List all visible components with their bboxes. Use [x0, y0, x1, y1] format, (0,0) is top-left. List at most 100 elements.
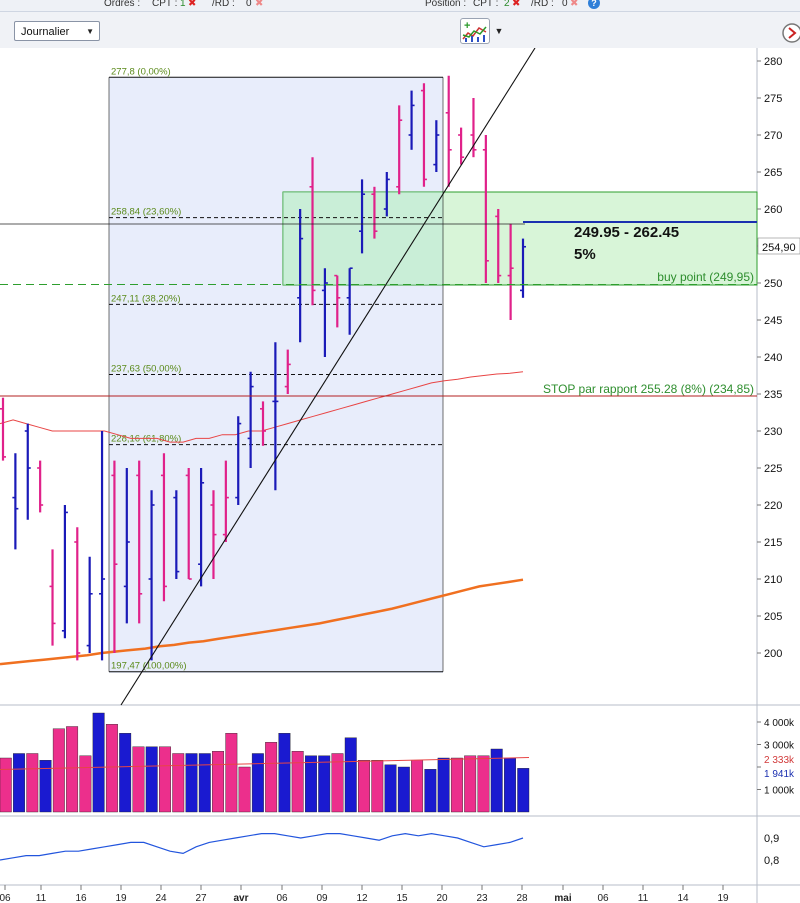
ohlc-bar [383, 172, 390, 217]
ohlc-bar [160, 453, 167, 602]
price-tick: 270 [764, 130, 782, 142]
volume-tick: 1 000k [764, 786, 795, 797]
svg-text:+: + [464, 20, 470, 32]
indicator-line [0, 832, 524, 861]
volume-bar [490, 748, 503, 813]
volume-bar [265, 742, 278, 813]
ohlc-bar [123, 468, 130, 624]
ohlc-bar [86, 556, 93, 653]
price-tick: 240 [764, 352, 782, 364]
position-cpt-delete-icon[interactable]: ✖ [512, 0, 521, 9]
indicator-tool-button[interactable]: + [460, 18, 490, 44]
orders-rd-label: /RD : [212, 0, 235, 9]
ohlc-bar [173, 490, 180, 579]
position-label: Position : [425, 0, 467, 9]
volume-bar [504, 757, 516, 813]
ohlc-bar [37, 460, 44, 513]
volume-bar [0, 757, 12, 813]
volume-bar [185, 753, 198, 813]
position-cpt-label: CPT : [473, 0, 499, 9]
ohlc-bar [12, 453, 19, 550]
position-rd-value: 0 [562, 0, 568, 9]
date-tick: mai [554, 893, 571, 903]
price-tick: 230 [764, 426, 782, 438]
buy-point-label: buy point (249,95) [657, 270, 754, 284]
volume-bar [79, 755, 92, 813]
volume-bar [344, 737, 357, 813]
ohlc-bar [520, 238, 526, 298]
date-axis: 06 11 16 19 24 27 avr 06 09 12 15 20 23 28 mai 06 11 14 19 [0, 885, 729, 903]
orders-label: Ordres : [104, 0, 141, 9]
indicator-panel [0, 832, 524, 861]
ohlc-bars [0, 75, 526, 661]
date-tick: 11 [36, 893, 47, 903]
volume-bar [397, 766, 410, 813]
date-tick: 28 [516, 893, 528, 903]
ohlc-bar [458, 127, 465, 165]
volume-bar [13, 753, 25, 813]
price-tick: 205 [764, 611, 782, 623]
chart-toolbar: Journalier ▼ + ▼ [0, 12, 800, 49]
stock-chart[interactable]: 277,8 (0,00%) 258,84 (23,60%) 247,11 (38,2… [0, 48, 800, 903]
date-tick: 14 [677, 893, 689, 903]
price-tick: 220 [764, 500, 782, 512]
volume-bar [66, 726, 79, 813]
orders-rd-delete-icon[interactable]: ✖ [255, 0, 264, 9]
ohlc-bar [495, 209, 502, 283]
ohlc-bar [371, 186, 378, 239]
indicator-dropdown-arrow-icon[interactable]: ▼ [494, 26, 504, 36]
price-tick: 265 [764, 167, 782, 179]
period-select[interactable]: Journalier ▼ [14, 21, 100, 41]
price-tick: 280 [764, 56, 782, 68]
side-panel-icon[interactable] [780, 20, 800, 46]
volume-bar [212, 751, 225, 813]
date-tick: 09 [316, 893, 328, 903]
ohlc-bar [272, 342, 279, 491]
volume-last-label: 1 941k [764, 769, 795, 780]
volume-bar [132, 746, 145, 813]
indicator-chart-icon: + [462, 20, 487, 42]
date-tick: 27 [195, 893, 207, 903]
date-tick: 15 [396, 893, 408, 903]
date-tick: 11 [638, 893, 649, 903]
volume-bar [198, 753, 211, 813]
target-range-label: 249.95 - 262.45 [574, 224, 679, 241]
ohlc-bar [99, 431, 106, 661]
volume-bar [464, 755, 477, 813]
volume-bar [119, 733, 132, 813]
date-tick: 12 [356, 893, 368, 903]
price-tick: 225 [764, 463, 782, 475]
volume-bar [92, 712, 105, 813]
fib-label: 197,47 (100,00%) [111, 661, 187, 672]
ohlc-bar [0, 397, 6, 461]
fib-label: 228,16 (61,80%) [111, 434, 181, 445]
volume-bar [411, 760, 424, 813]
volume-bar [225, 733, 238, 813]
ohlc-bar [321, 268, 328, 357]
ohlc-bar [247, 371, 254, 468]
orders-cpt-delete-icon[interactable]: ✖ [188, 0, 197, 9]
volume-bar [39, 760, 52, 813]
volume-bar [477, 755, 490, 813]
ohlc-bar [185, 468, 192, 580]
orders-cpt-label: CPT : [152, 0, 178, 9]
ohlc-bar [148, 490, 155, 661]
volume-bar [318, 755, 331, 813]
ohlc-bar [111, 460, 118, 653]
target-pct-label: 5% [574, 246, 596, 263]
position-rd-delete-icon[interactable]: ✖ [570, 0, 579, 9]
ohlc-bar [309, 157, 316, 306]
ohlc-bar [420, 83, 427, 187]
fib-label: 237,63 (50,00%) [111, 364, 181, 375]
volume-bar [384, 764, 397, 813]
trend-line [120, 48, 536, 706]
help-icon[interactable]: ? [588, 0, 600, 9]
ohlc-bar [284, 349, 291, 394]
volume-bar [172, 753, 185, 813]
volume-bar [450, 757, 463, 813]
price-tick: 210 [764, 574, 782, 586]
fibonacci-lines: 277,8 (0,00%) 258,84 (23,60%) 247,11 (38,2… [108, 66, 444, 673]
volume-tick: 3 000k [764, 741, 795, 752]
volume-axis: 4 000k 3 000k 1 000k [757, 718, 795, 797]
date-tick: 06 [597, 893, 609, 903]
